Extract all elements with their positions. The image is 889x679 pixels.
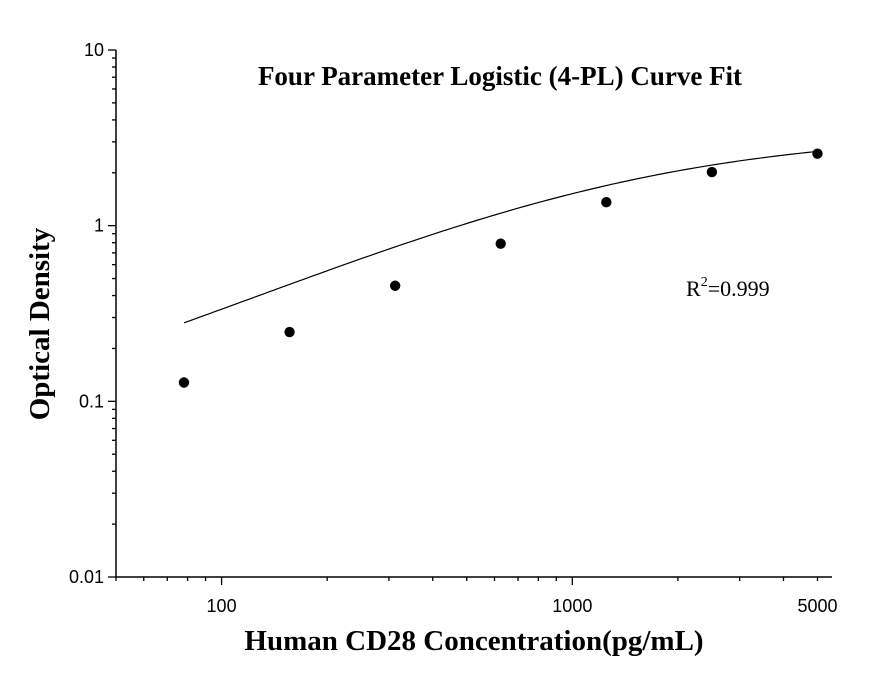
x-axis-label: Human CD28 Concentration(pg/mL) [244,625,703,657]
y-tick-label: 1 [94,216,104,236]
y-tick-label: 10 [84,40,104,60]
data-point [284,326,295,338]
y-tick-label: 0.1 [79,391,104,411]
r-squared-superscript: 2 [701,275,708,290]
y-axis-label: Optical Density [24,227,56,420]
data-point [495,238,506,249]
data-point [706,166,718,178]
r-squared-base: R [686,276,701,301]
x-tick-label: 1000 [552,596,592,616]
data-points [178,148,823,388]
fit-curve [183,150,818,324]
r-squared-annotation: R2=0.999 [686,275,770,301]
axes: 0.01 0.1 1 10 100 1000 5000 [69,40,838,616]
data-point [601,197,612,208]
data-point [178,377,190,388]
chart-title: Four Parameter Logistic (4-PL) Curve Fit [258,61,742,91]
data-point [812,148,823,159]
r-squared-value: =0.999 [708,276,770,301]
y-tick-label: 0.01 [69,567,104,587]
x-tick-label: 5000 [797,596,837,616]
data-point [389,280,401,291]
x-tick-label: 100 [207,596,237,616]
